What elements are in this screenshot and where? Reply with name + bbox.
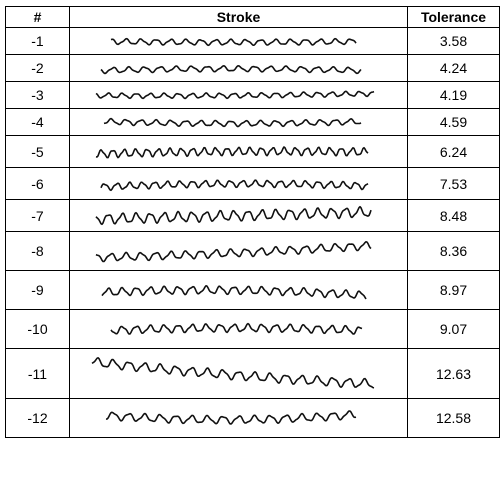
table-row: -7 8.48 xyxy=(5,199,500,232)
stroke-sample xyxy=(69,270,408,310)
table-row: -11 12.63 xyxy=(5,348,500,399)
stroke-path xyxy=(105,409,357,425)
stroke-sample xyxy=(69,309,408,349)
stroke-squiggle-drawing xyxy=(105,409,357,425)
stroke-squiggle-drawing xyxy=(100,178,369,191)
table-row: -4 4.59 xyxy=(5,108,500,136)
row-number: -4 xyxy=(5,108,70,136)
row-number: -12 xyxy=(5,398,70,438)
stroke-squiggle-drawing xyxy=(100,64,362,74)
table-row: -2 4.24 xyxy=(5,54,500,82)
tolerance-value: 8.97 xyxy=(407,270,500,310)
row-number: -8 xyxy=(5,231,70,271)
stroke-path xyxy=(100,64,362,74)
stroke-squiggle-drawing xyxy=(101,284,367,299)
header-tolerance: Tolerance xyxy=(407,6,500,28)
table-row: -9 8.97 xyxy=(5,270,500,310)
stroke-sample xyxy=(69,108,408,136)
row-number: -1 xyxy=(5,27,70,55)
stroke-sample xyxy=(69,167,408,200)
stroke-sample xyxy=(69,27,408,55)
stroke-path xyxy=(91,356,375,389)
stroke-sample xyxy=(69,348,408,399)
row-number: -6 xyxy=(5,167,70,200)
tolerance-value: 4.59 xyxy=(407,108,500,136)
table-row: -3 4.19 xyxy=(5,81,500,109)
stroke-sample xyxy=(69,199,408,232)
header-row: # Stroke Tolerance xyxy=(5,6,500,28)
stroke-path xyxy=(103,117,362,127)
stroke-tolerance-table: # Stroke Tolerance -1 3.58 -2 4.24 -3 4.19 -4 4… xyxy=(5,6,500,438)
tolerance-value: 12.58 xyxy=(407,398,500,438)
stroke-path xyxy=(110,322,363,335)
tolerance-value: 8.36 xyxy=(407,231,500,271)
tolerance-value: 6.24 xyxy=(407,135,500,168)
stroke-path xyxy=(95,240,372,262)
tolerance-value: 4.19 xyxy=(407,81,500,109)
stroke-sample xyxy=(69,81,408,109)
stroke-path xyxy=(95,205,372,225)
header-stroke: Stroke xyxy=(69,6,408,28)
table-row: -1 3.58 xyxy=(5,27,500,55)
tolerance-value: 3.58 xyxy=(407,27,500,55)
row-number: -2 xyxy=(5,54,70,82)
header-number: # xyxy=(5,6,70,28)
tolerance-value: 9.07 xyxy=(407,309,500,349)
stroke-squiggle-drawing xyxy=(103,117,362,127)
table-row: -5 6.24 xyxy=(5,135,500,168)
stroke-sample xyxy=(69,135,408,168)
stroke-squiggle-drawing xyxy=(110,37,357,46)
row-number: -5 xyxy=(5,135,70,168)
row-number: -7 xyxy=(5,199,70,232)
table-body: -1 3.58 -2 4.24 -3 4.19 -4 4.59 -5 6.24 -6 7.53 -7 8.… xyxy=(5,27,500,438)
stroke-path xyxy=(95,90,375,99)
stroke-squiggle-drawing xyxy=(95,145,369,158)
tolerance-value: 7.53 xyxy=(407,167,500,200)
stroke-path xyxy=(100,178,369,191)
stroke-path xyxy=(110,37,357,46)
table-row: -10 9.07 xyxy=(5,309,500,349)
row-number: -11 xyxy=(5,348,70,399)
table-row: -12 12.58 xyxy=(5,398,500,438)
stroke-squiggle-drawing xyxy=(95,90,375,99)
stroke-sample xyxy=(69,398,408,438)
stroke-path xyxy=(95,145,369,158)
tolerance-value: 12.63 xyxy=(407,348,500,399)
stroke-sample xyxy=(69,54,408,82)
stroke-squiggle-drawing xyxy=(95,205,372,225)
table-row: -6 7.53 xyxy=(5,167,500,200)
table-row: -8 8.36 xyxy=(5,231,500,271)
row-number: -3 xyxy=(5,81,70,109)
stroke-squiggle-drawing xyxy=(91,356,375,389)
stroke-path xyxy=(101,284,367,299)
tolerance-value: 8.48 xyxy=(407,199,500,232)
stroke-sample xyxy=(69,231,408,271)
tolerance-value: 4.24 xyxy=(407,54,500,82)
row-number: -10 xyxy=(5,309,70,349)
stroke-squiggle-drawing xyxy=(95,240,372,262)
row-number: -9 xyxy=(5,270,70,310)
stroke-squiggle-drawing xyxy=(110,322,363,335)
